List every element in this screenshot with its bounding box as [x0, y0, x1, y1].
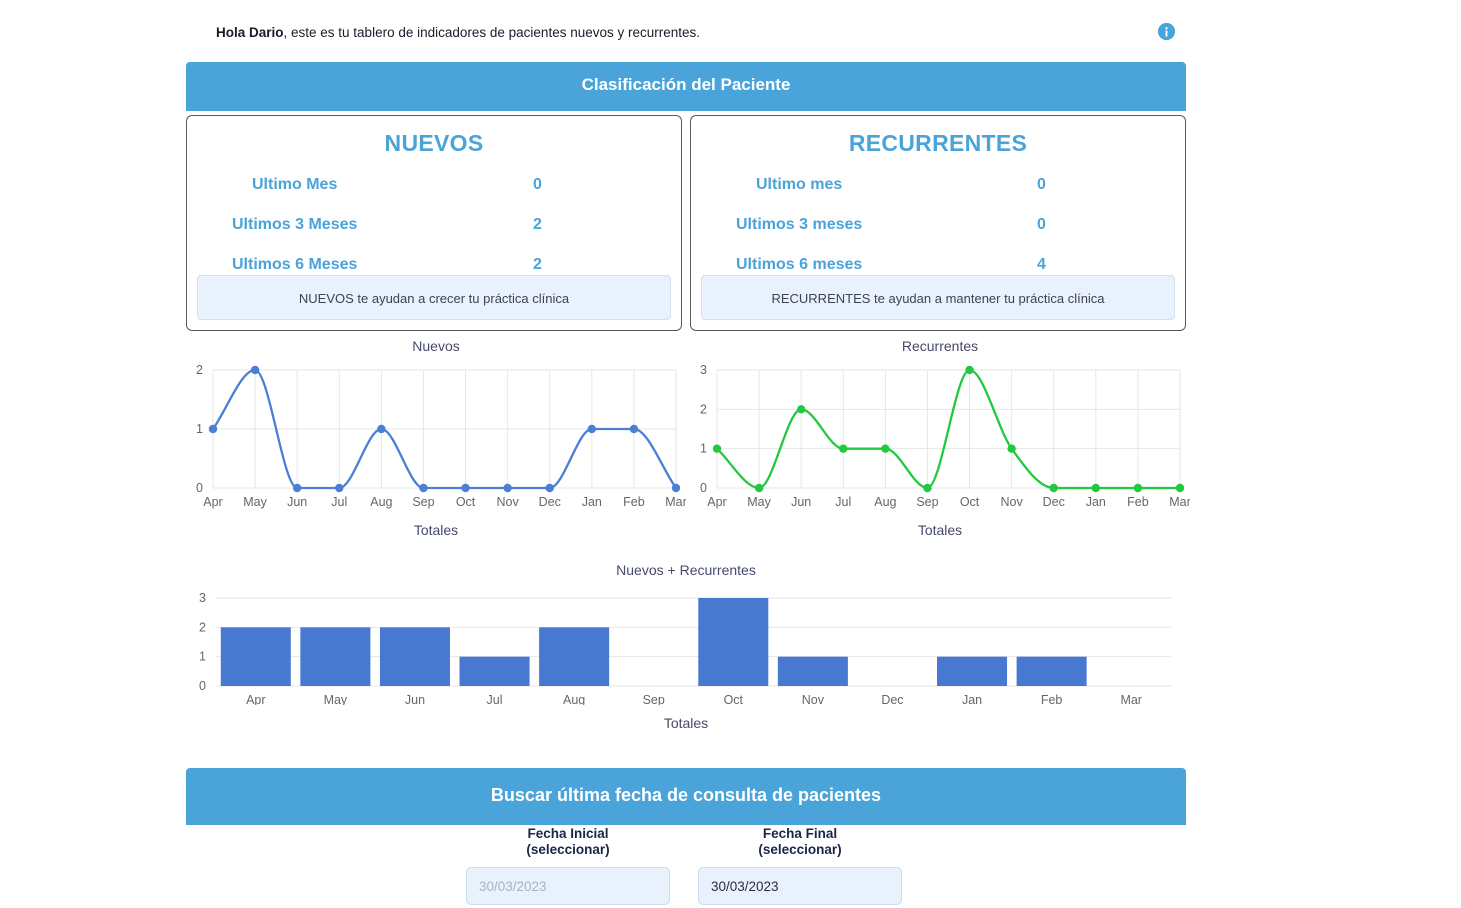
svg-text:Jan: Jan — [582, 495, 602, 509]
svg-text:0: 0 — [196, 481, 203, 495]
svg-text:May: May — [243, 495, 267, 509]
svg-text:May: May — [747, 495, 771, 509]
svg-text:Aug: Aug — [563, 693, 585, 705]
svg-text:Oct: Oct — [724, 693, 744, 705]
svg-text:3: 3 — [700, 363, 707, 377]
svg-text:Sep: Sep — [643, 693, 665, 705]
svg-text:0: 0 — [199, 679, 206, 693]
svg-text:Jan: Jan — [962, 693, 982, 705]
svg-text:Apr: Apr — [246, 693, 265, 705]
svg-text:Sep: Sep — [412, 495, 434, 509]
svg-text:Mar: Mar — [665, 495, 686, 509]
svg-text:Feb: Feb — [1127, 495, 1149, 509]
svg-text:Oct: Oct — [960, 495, 980, 509]
svg-text:Jul: Jul — [331, 495, 347, 509]
svg-text:Mar: Mar — [1169, 495, 1190, 509]
svg-text:Jun: Jun — [287, 495, 307, 509]
svg-text:Oct: Oct — [456, 495, 476, 509]
svg-text:Jul: Jul — [835, 495, 851, 509]
svg-text:Aug: Aug — [874, 495, 896, 509]
svg-text:1: 1 — [700, 442, 707, 456]
svg-text:Dec: Dec — [881, 693, 903, 705]
svg-text:Feb: Feb — [623, 495, 645, 509]
svg-text:1: 1 — [196, 422, 203, 436]
svg-text:Nov: Nov — [1001, 495, 1024, 509]
svg-text:Nov: Nov — [497, 495, 520, 509]
svg-text:Nov: Nov — [802, 693, 825, 705]
svg-text:2: 2 — [199, 620, 206, 634]
svg-text:Apr: Apr — [203, 495, 222, 509]
svg-text:Aug: Aug — [370, 495, 392, 509]
svg-text:Jun: Jun — [405, 693, 425, 705]
svg-text:Jul: Jul — [487, 693, 503, 705]
svg-text:Jun: Jun — [791, 495, 811, 509]
svg-text:Dec: Dec — [539, 495, 561, 509]
svg-text:Dec: Dec — [1043, 495, 1065, 509]
svg-text:Mar: Mar — [1120, 693, 1142, 705]
svg-text:3: 3 — [199, 591, 206, 605]
svg-text:May: May — [324, 693, 348, 705]
svg-text:2: 2 — [700, 402, 707, 416]
svg-text:Sep: Sep — [916, 495, 938, 509]
svg-text:Apr: Apr — [707, 495, 726, 509]
svg-text:Feb: Feb — [1041, 693, 1063, 705]
svg-text:2: 2 — [196, 363, 203, 377]
svg-text:Jan: Jan — [1086, 495, 1106, 509]
svg-text:1: 1 — [199, 650, 206, 664]
svg-text:0: 0 — [700, 481, 707, 495]
